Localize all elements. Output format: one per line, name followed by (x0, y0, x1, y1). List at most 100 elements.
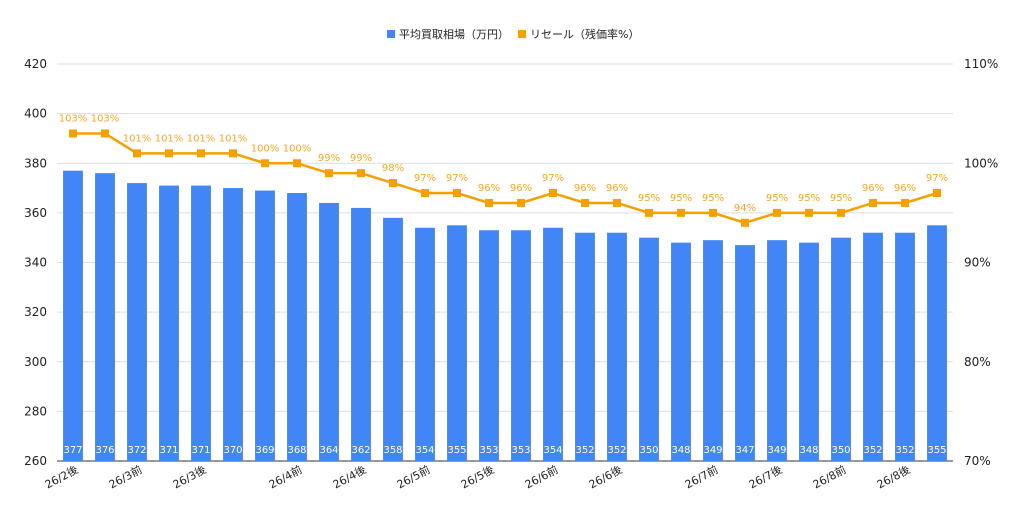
right-tick-label: 90% (964, 256, 991, 270)
line-value-label: 97% (446, 173, 468, 184)
x-tick-label: 26/5後 (458, 462, 496, 491)
line-value-label: 96% (574, 183, 596, 194)
bar (543, 227, 563, 461)
line-value-label: 96% (510, 183, 532, 194)
bar (479, 230, 499, 461)
bar-value-label: 352 (863, 445, 882, 456)
left-tick-label: 260 (24, 454, 47, 468)
line-value-label: 101% (155, 133, 184, 144)
bar-value-label: 355 (447, 445, 466, 456)
bar-value-label: 364 (319, 445, 338, 456)
bar (735, 245, 755, 461)
left-tick-label: 340 (24, 256, 47, 270)
bar (575, 232, 595, 461)
bar-value-label: 371 (191, 445, 210, 456)
bar (607, 232, 627, 461)
x-tick-label: 26/6前 (522, 462, 560, 491)
line-labels: 103% 103%101% 101% 101% 101%100% 100%99% 99%98… (59, 113, 948, 213)
bar-value-label: 371 (159, 445, 178, 456)
bar (671, 242, 691, 461)
line-point (69, 129, 77, 138)
legend-label-bar: 平均買取相場（万円） (399, 28, 509, 41)
line-series (69, 129, 941, 227)
bar-labels: 377 376 372 371 371 370 369 368 364 362 358 354 355 3… (63, 445, 946, 456)
left-tick-label: 300 (24, 355, 47, 369)
line-value-label: 99% (318, 153, 340, 164)
left-tick-label: 380 (24, 156, 47, 170)
bar-value-label: 349 (767, 445, 786, 456)
line-point (933, 189, 941, 198)
bar-value-label: 368 (287, 445, 306, 456)
line-point (389, 179, 397, 188)
line-value-label: 95% (638, 193, 660, 204)
line-point (581, 198, 589, 207)
bar (927, 225, 947, 461)
line-point (549, 189, 557, 198)
bar-value-label: 350 (831, 445, 850, 456)
line-value-label: 103% (91, 113, 120, 124)
bar-value-label: 355 (927, 445, 946, 456)
left-axis: 260 280 300 320 340 360 380 400 420 (24, 57, 47, 468)
line-point (613, 198, 621, 207)
right-tick-label: 100% (964, 156, 998, 170)
bar-series (63, 170, 947, 462)
legend-swatch-line (518, 30, 526, 38)
bar-value-label: 358 (383, 445, 402, 456)
legend: 平均買取相場（万円） リセール（残価率%） (387, 27, 639, 41)
left-tick-label: 360 (24, 206, 47, 220)
left-tick-label: 280 (24, 404, 47, 418)
line-value-label: 98% (382, 163, 404, 174)
line-value-label: 96% (606, 183, 628, 194)
bar (895, 232, 915, 461)
bar-value-label: 354 (415, 445, 434, 456)
line-value-label: 95% (798, 193, 820, 204)
line-value-label: 94% (734, 203, 756, 214)
line-value-label: 101% (219, 133, 248, 144)
bar-value-label: 352 (895, 445, 914, 456)
line-point (101, 129, 109, 138)
bar (767, 240, 787, 461)
bar-value-label: 353 (479, 445, 498, 456)
bar-value-label: 372 (127, 445, 146, 456)
bar-value-label: 352 (575, 445, 594, 456)
x-tick-label: 26/2後 (42, 462, 80, 491)
line-value-label: 101% (187, 133, 216, 144)
line-value-label: 96% (894, 183, 916, 194)
bar (383, 217, 403, 461)
x-tick-label: 26/3前 (106, 462, 144, 491)
line-point (517, 198, 525, 207)
x-tick-label: 26/7前 (682, 462, 720, 491)
line-value-label: 95% (702, 193, 724, 204)
line-point (485, 198, 493, 207)
bar (159, 185, 179, 462)
x-tick-label: 26/8後 (874, 462, 912, 491)
x-tick-label: 26/7後 (746, 462, 784, 491)
x-tick-label: 26/6後 (586, 462, 624, 491)
line-point (677, 208, 685, 217)
line-point (773, 208, 781, 217)
line-point (453, 189, 461, 198)
bar (95, 173, 115, 462)
line-point (133, 149, 141, 158)
bar-value-label: 353 (511, 445, 530, 456)
bar (415, 227, 435, 461)
line-point (837, 208, 845, 217)
right-tick-label: 80% (964, 355, 991, 369)
line-point (293, 159, 301, 168)
line-point (901, 198, 909, 207)
bar (639, 237, 659, 461)
line-point (165, 149, 173, 158)
bar-value-label: 376 (95, 445, 114, 456)
bar-value-label: 349 (703, 445, 722, 456)
line-value-label: 97% (926, 173, 948, 184)
line-point (741, 218, 749, 227)
bar (863, 232, 883, 461)
line-point (325, 169, 333, 178)
right-axis: 70% 80% 90% 100% 110% (964, 57, 998, 468)
bar (127, 183, 147, 461)
bar (831, 237, 851, 461)
line-point (805, 208, 813, 217)
right-tick-label: 110% (964, 57, 998, 71)
line-point (869, 198, 877, 207)
legend-swatch-bar (387, 30, 395, 38)
